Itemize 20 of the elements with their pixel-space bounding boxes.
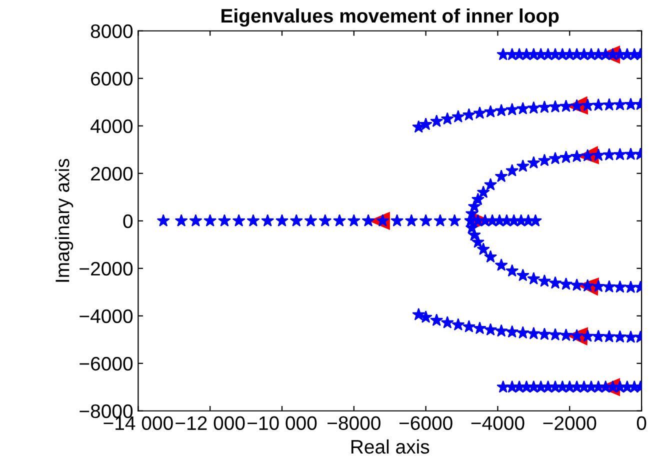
y-tick-label: 0 [123,214,133,228]
x-tick-label: −2000 [543,416,596,430]
x-tick-label: 0 [636,416,646,430]
x-tick-label: −6000 [399,416,452,430]
y-tick-label: −4000 [80,309,133,324]
y-tick-label: 4000 [90,119,133,134]
x-tick-label: −4000 [471,416,524,430]
y-tick-label: −2000 [80,262,133,276]
x-tick-label: −12 000 [176,416,245,430]
y-tick-label: 6000 [91,72,133,86]
chart-title: Eigenvalues movement of inner loop [222,8,559,27]
y-tick-label: 2000 [91,166,133,181]
y-axis-title: Imaginary axis [55,158,74,282]
y-tick-label: 8000 [90,24,133,38]
x-axis-title: Real axis [351,439,430,454]
x-tick-label: −14 000 [104,416,173,430]
x-tick-label: −8000 [328,416,380,430]
x-tick-label: −10 000 [248,416,317,430]
y-tick-label: −8000 [80,404,133,418]
y-tick-label: −6000 [80,356,133,371]
